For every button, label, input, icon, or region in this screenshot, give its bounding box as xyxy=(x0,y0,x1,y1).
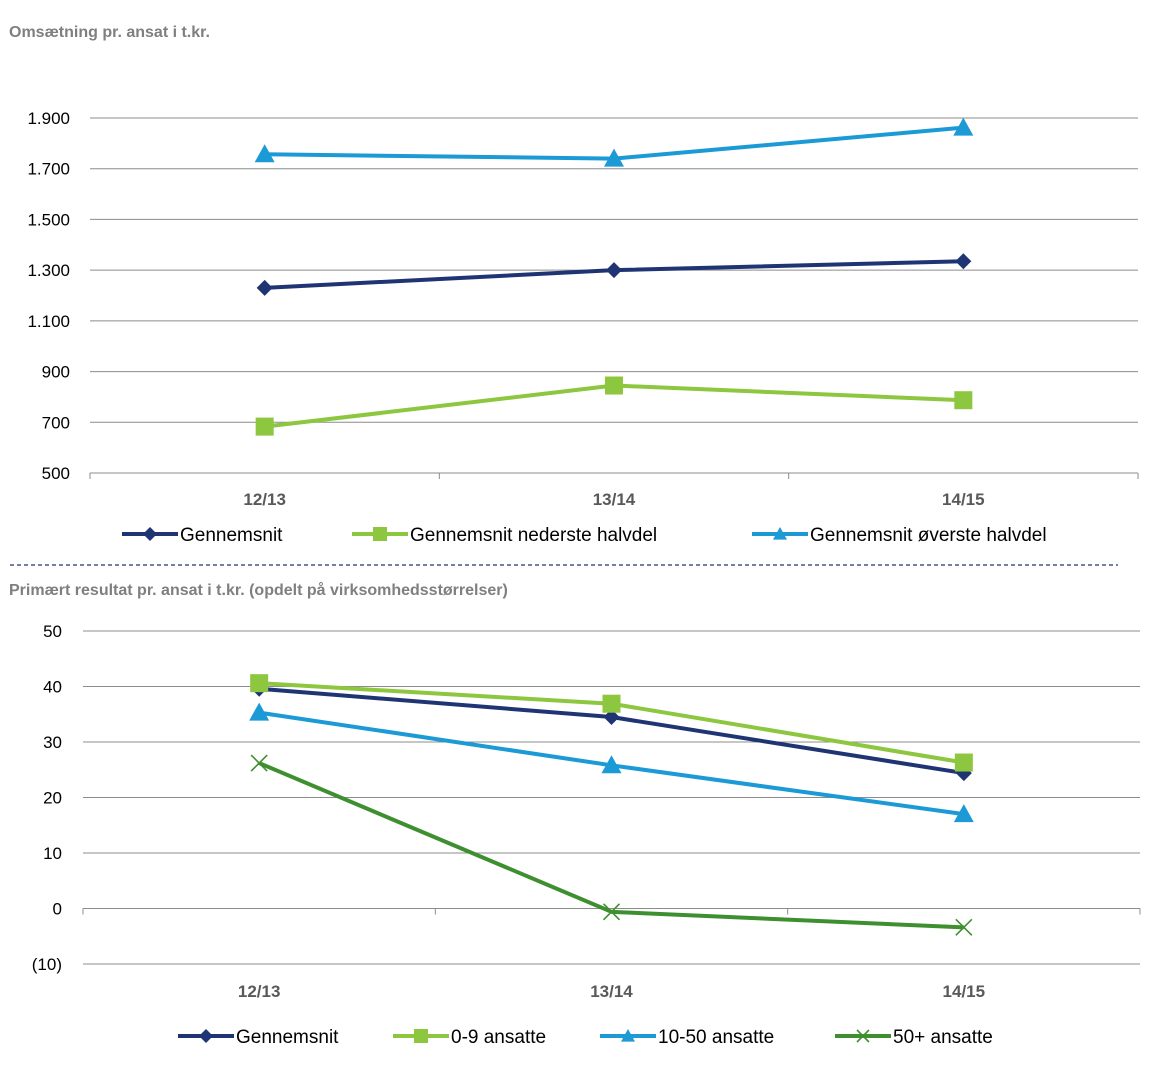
chart-2-series-2-point xyxy=(250,674,269,693)
chart-2-legend-swatch-marker-b xyxy=(856,1029,870,1043)
chart-2-ytick-label: 20 xyxy=(43,789,62,808)
chart-1-series-2-point xyxy=(255,417,274,436)
chart-1-series-1-point xyxy=(955,253,972,270)
chart-1-ytick-label: 1.500 xyxy=(27,210,70,229)
chart-2-legend-label: 10-50 ansatte xyxy=(658,1027,774,1048)
chart-1-ytick-label: 1.700 xyxy=(27,160,70,179)
chart-1-category-label: 12/13 xyxy=(243,490,286,509)
chart-1-series-1-point xyxy=(256,279,273,296)
chart-1-series-3-point xyxy=(953,117,974,136)
chart-1-legend-label: Gennemsnit nederste halvdel xyxy=(410,525,657,546)
chart-2-series-2-point xyxy=(602,694,621,713)
chart-2-series-4-point-b xyxy=(602,903,621,921)
chart-1-series-3-point xyxy=(604,148,624,167)
chart-2-category-label: 14/15 xyxy=(943,982,986,1001)
chart-2-series-3-point xyxy=(953,804,974,823)
chart-2-ytick-label: 0 xyxy=(53,900,62,919)
chart-2-ytick-label: 10 xyxy=(43,844,62,863)
chart-2-title: Primært resultat pr. ansat i t.kr. (opde… xyxy=(9,581,508,599)
chart-1-title: Omsætning pr. ansat i t.kr. xyxy=(9,24,210,41)
chart-2-series-4-point xyxy=(250,754,268,772)
chart-2-series-4-point-b xyxy=(955,918,973,936)
chart-1-series-3-point xyxy=(254,144,275,163)
chart-1-legend-swatch-marker xyxy=(373,527,387,541)
chart-2-legend-swatch-marker xyxy=(414,1029,428,1043)
chart-2-series-1-point xyxy=(603,709,620,726)
chart-2-legend-label: 50+ ansatte xyxy=(893,1027,993,1048)
chart-2-series-4-point xyxy=(955,918,973,936)
chart-1-ytick-label: 1.300 xyxy=(27,261,70,280)
chart-1-series-2-point xyxy=(954,391,973,410)
chart-2-series-2-point xyxy=(954,753,973,772)
chart-2-legend-label: Gennemsnit xyxy=(236,1027,339,1048)
chart-1-series-1-point xyxy=(606,262,622,279)
chart-2-ytick-label: 40 xyxy=(43,678,62,697)
chart-1-legend-label: Gennemsnit xyxy=(180,525,283,546)
chart-2-ytick-label: 30 xyxy=(43,733,62,752)
chart-2-series-4-point-b xyxy=(250,754,268,772)
chart-2-legend-label: 0-9 ansatte xyxy=(451,1027,546,1048)
chart-1-category-label: 13/14 xyxy=(593,490,636,509)
chart-1-ytick-label: 500 xyxy=(42,464,70,483)
chart-1-legend-label: Gennemsnit øverste halvdel xyxy=(810,525,1047,546)
chart-2-legend-swatch-marker xyxy=(621,1029,635,1042)
chart-2-category-label: 12/13 xyxy=(238,982,281,1001)
chart-1-ytick-label: 1.900 xyxy=(27,109,70,128)
chart-2-ytick-label: (10) xyxy=(32,955,62,974)
chart-2-category-label: 13/14 xyxy=(590,982,633,1001)
chart-2-ytick-label: 50 xyxy=(43,622,62,641)
chart-1-legend-swatch-marker xyxy=(773,527,787,540)
chart-2-series-3-point xyxy=(249,702,270,721)
chart-1-legend-swatch-marker xyxy=(143,527,157,541)
chart-2-series-4-line xyxy=(258,761,964,930)
chart-2-series-3-point xyxy=(601,755,622,774)
chart-2-legend-swatch-marker xyxy=(856,1029,870,1043)
chart-1-ytick-label: 1.100 xyxy=(27,312,70,331)
chart-1-series-2-point xyxy=(605,376,623,395)
chart-2-legend-swatch-marker xyxy=(199,1029,213,1043)
chart-2-series-4-point xyxy=(602,903,621,921)
chart-1-ytick-label: 900 xyxy=(42,363,70,382)
chart-1-ytick-label: 700 xyxy=(42,413,70,432)
chart-1-category-label: 14/15 xyxy=(942,490,985,509)
